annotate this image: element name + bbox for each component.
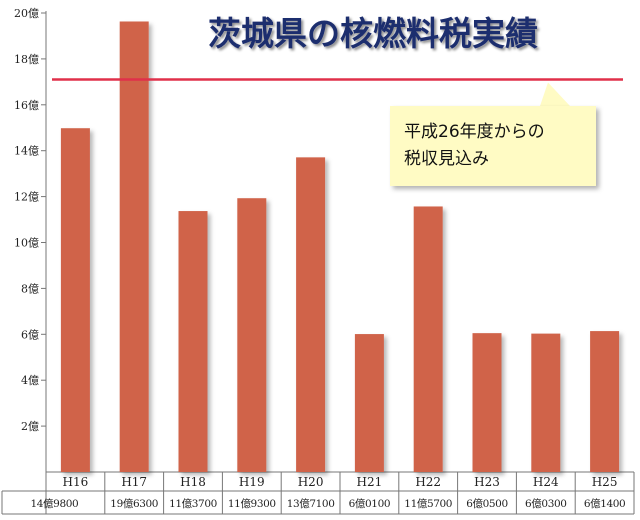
- x-axis-labels: H16 H17 H18 H19 H20 H21 H22 H23 H24 H25 14億9800 19億…: [31, 475, 626, 510]
- x-value-label: 19億6300: [110, 497, 158, 510]
- y-tick-label: 20億: [14, 7, 39, 20]
- bar-h23: [472, 333, 502, 472]
- bar-h20: [296, 157, 326, 472]
- x-category-label: H24: [533, 475, 559, 489]
- x-value-label: 6億0300: [525, 497, 567, 510]
- x-value-label: 6億0100: [349, 497, 391, 510]
- bar-h25: [590, 331, 620, 472]
- y-tick-label: 12億: [14, 191, 39, 204]
- bar-h24: [531, 333, 561, 472]
- x-category-label: H22: [415, 475, 441, 489]
- y-tick-label: 18億: [14, 53, 39, 66]
- bar-h19: [237, 198, 267, 473]
- x-category-label: H18: [180, 475, 206, 489]
- y-tick-label: 6億: [21, 328, 39, 341]
- x-category-label: H25: [592, 475, 618, 489]
- y-tick-label: 2億: [21, 420, 39, 433]
- y-tick-label: 8億: [21, 282, 39, 295]
- x-category-label: H19: [239, 475, 265, 489]
- x-value-label: 6億0500: [466, 497, 508, 510]
- x-category-label: H21: [357, 475, 383, 489]
- x-category-label: H20: [298, 475, 324, 489]
- y-tick-label: 16億: [14, 99, 39, 112]
- chart-title: 茨城県の核燃料税実績: [208, 14, 538, 53]
- bar-h18: [178, 211, 208, 472]
- bars: [60, 21, 620, 473]
- x-value-label: 13億7100: [287, 497, 335, 510]
- bar-h16: [60, 128, 90, 473]
- x-value-label: 11億3700: [169, 497, 217, 510]
- y-tick-label: 4億: [21, 374, 39, 387]
- y-tick-label: 14億: [14, 145, 39, 158]
- x-value-label: 6億1400: [584, 497, 626, 510]
- bar-h17: [119, 21, 149, 472]
- x-value-label: 11億9300: [228, 497, 276, 510]
- bar-h22: [413, 206, 443, 472]
- x-category-label: H17: [121, 475, 147, 489]
- x-category-label: H16: [63, 475, 89, 489]
- x-value-label: 11億5700: [404, 497, 452, 510]
- callout-text: 税収見込み: [404, 149, 489, 169]
- callout-pointer: [540, 82, 570, 106]
- callout-box: [390, 106, 596, 186]
- bar-h21: [354, 334, 384, 472]
- x-category-label: H23: [474, 475, 500, 489]
- axes: 2億 4億 6億 8億 10億 12億 14億 16億 18億 20億: [1, 7, 635, 515]
- y-tick-label: 10億: [14, 237, 39, 250]
- callout-text: 平成26年度からの: [404, 122, 545, 142]
- x-value-label: 14億9800: [31, 497, 79, 510]
